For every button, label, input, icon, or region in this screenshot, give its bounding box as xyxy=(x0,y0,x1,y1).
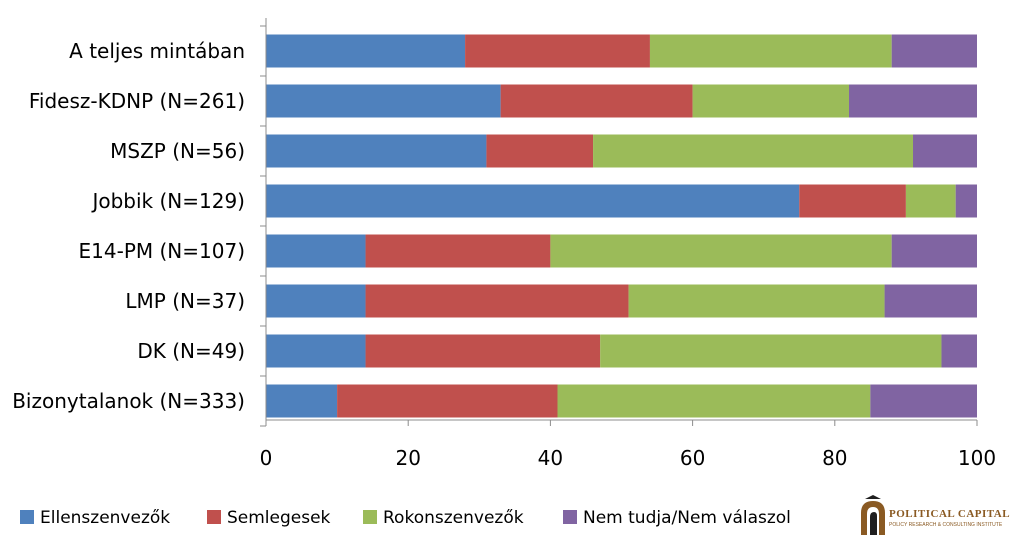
logo-subtitle: POLICY RESEARCH & CONSULTING INSTITUTE xyxy=(889,522,1003,528)
logo-title: POLITICAL CAPITAL xyxy=(889,508,1010,520)
bar-segment xyxy=(486,134,594,168)
legend-swatch xyxy=(563,510,577,524)
bar-segment xyxy=(849,84,977,118)
bar-segment xyxy=(550,234,892,268)
bar-segment xyxy=(628,284,885,318)
category-label: E14-PM (N=107) xyxy=(79,239,245,263)
category-labels: A teljes mintában Fidesz-KDNP (N=261) MSZP… xyxy=(12,39,245,413)
x-tick-label: 0 xyxy=(260,446,273,470)
bar-segment xyxy=(365,234,551,268)
bar-segment xyxy=(266,84,501,118)
bar-segment xyxy=(870,384,977,418)
bar-segment xyxy=(365,284,629,318)
legend-swatch xyxy=(363,510,377,524)
bar-segment xyxy=(266,184,800,218)
x-tick-label: 40 xyxy=(538,446,563,470)
category-label: DK (N=49) xyxy=(137,339,245,363)
bar-segment xyxy=(891,234,977,268)
bar-segment xyxy=(266,384,338,418)
x-tick-label: 80 xyxy=(822,446,847,470)
x-tick-label: 100 xyxy=(958,446,996,470)
bar-segment xyxy=(799,184,906,218)
bar-segment xyxy=(557,384,871,418)
category-label: MSZP (N=56) xyxy=(110,139,245,163)
bar-segment xyxy=(955,184,977,218)
bar-segment xyxy=(266,284,366,318)
x-tick-label: 60 xyxy=(680,446,705,470)
bar-segment xyxy=(500,84,693,118)
category-label: A teljes mintában xyxy=(69,39,245,63)
bar-segment xyxy=(905,184,956,218)
bar-segment xyxy=(593,134,914,168)
bar-segment xyxy=(891,34,977,68)
legend-label: Ellenszenvezők xyxy=(40,508,170,528)
bar-segment xyxy=(365,334,601,368)
bar-segment xyxy=(941,334,977,368)
bar-segment xyxy=(337,384,558,418)
legend: Ellenszenvezők Semlegesek Rokonszenvezők Ne… xyxy=(20,508,791,528)
bar-segment xyxy=(465,34,650,68)
legend-label: Rokonszenvezők xyxy=(383,508,524,528)
bar-segment xyxy=(266,234,366,268)
political-capital-logo: POLITICAL CAPITAL POLICY RESEARCH & CONS… xyxy=(861,495,1010,535)
bar-segment xyxy=(266,34,466,68)
legend-label: Nem tudja/Nem válaszol xyxy=(583,508,791,528)
logo-emblem-icon xyxy=(861,495,885,535)
bar-segment xyxy=(692,84,850,118)
category-label: LMP (N=37) xyxy=(125,289,245,313)
x-tick-label: 20 xyxy=(395,446,420,470)
legend-label: Semlegesek xyxy=(227,508,331,528)
axes xyxy=(260,18,977,427)
bar-segment xyxy=(649,34,892,68)
category-label: Jobbik (N=129) xyxy=(90,189,245,213)
bar-segment xyxy=(600,334,942,368)
category-label: Bizonytalanok (N=333) xyxy=(12,389,245,413)
category-label: Fidesz-KDNP (N=261) xyxy=(29,89,245,113)
legend-swatch xyxy=(20,510,34,524)
bar-segment xyxy=(266,334,366,368)
bars-group xyxy=(266,34,977,418)
legend-swatch xyxy=(207,510,221,524)
bar-segment xyxy=(266,134,487,168)
bar-segment xyxy=(884,284,977,318)
x-axis-ticks: 0 20 40 60 80 100 xyxy=(260,420,996,470)
bar-segment xyxy=(913,134,977,168)
